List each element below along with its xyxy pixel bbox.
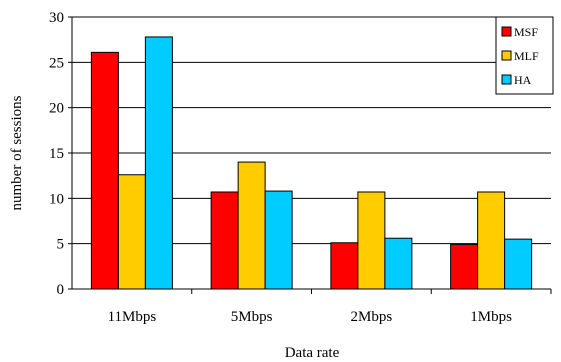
bar-ha-11mbps [144, 36, 173, 290]
bar-mlf-1mbps [477, 191, 506, 290]
legend-label-ha: HA [514, 73, 532, 87]
bar-msf-1mbps [450, 244, 479, 290]
x-axis-title: Data rate [285, 345, 340, 361]
legend-swatch-msf [501, 26, 512, 37]
bar-msf-11mbps [90, 51, 119, 290]
legend-swatch-ha [501, 74, 512, 85]
legend-label-msf: MSF [514, 25, 538, 39]
y-tick-label: 20 [49, 101, 64, 117]
x-tick-label: 2Mbps [351, 309, 393, 325]
y-tick-label: 25 [49, 55, 64, 71]
y-tick-label: 10 [49, 191, 64, 207]
y-tick-labels: 0 5 10 15 20 25 30 [49, 10, 64, 298]
bar-msf-5mbps [210, 191, 239, 290]
y-tick-label: 15 [49, 146, 64, 162]
bar-ha-2mbps [384, 237, 413, 290]
legend-swatch-mlf [501, 50, 512, 61]
legend: MSF MLF HA [495, 16, 554, 95]
bar-ha-5mbps [264, 190, 293, 290]
x-tick-label: 5Mbps [231, 309, 273, 325]
legend-label-mlf: MLF [514, 49, 539, 63]
bars [90, 36, 533, 290]
bar-ha-1mbps [504, 238, 533, 290]
axes [68, 16, 552, 294]
bar-mlf-2mbps [357, 191, 386, 290]
x-tick-label: 11Mbps [108, 309, 157, 325]
x-tick-labels: 11Mbps 5Mbps 2Mbps 1Mbps [108, 309, 513, 325]
x-tick-label: 1Mbps [470, 309, 512, 325]
y-tick-label: 30 [49, 10, 64, 26]
y-tick-label: 5 [57, 237, 65, 253]
bar-mlf-11mbps [117, 174, 146, 290]
y-axis-title: number of sessions [9, 95, 25, 210]
y-tick-label: 0 [57, 282, 65, 298]
bar-mlf-5mbps [237, 161, 266, 290]
bar-msf-2mbps [330, 242, 359, 290]
